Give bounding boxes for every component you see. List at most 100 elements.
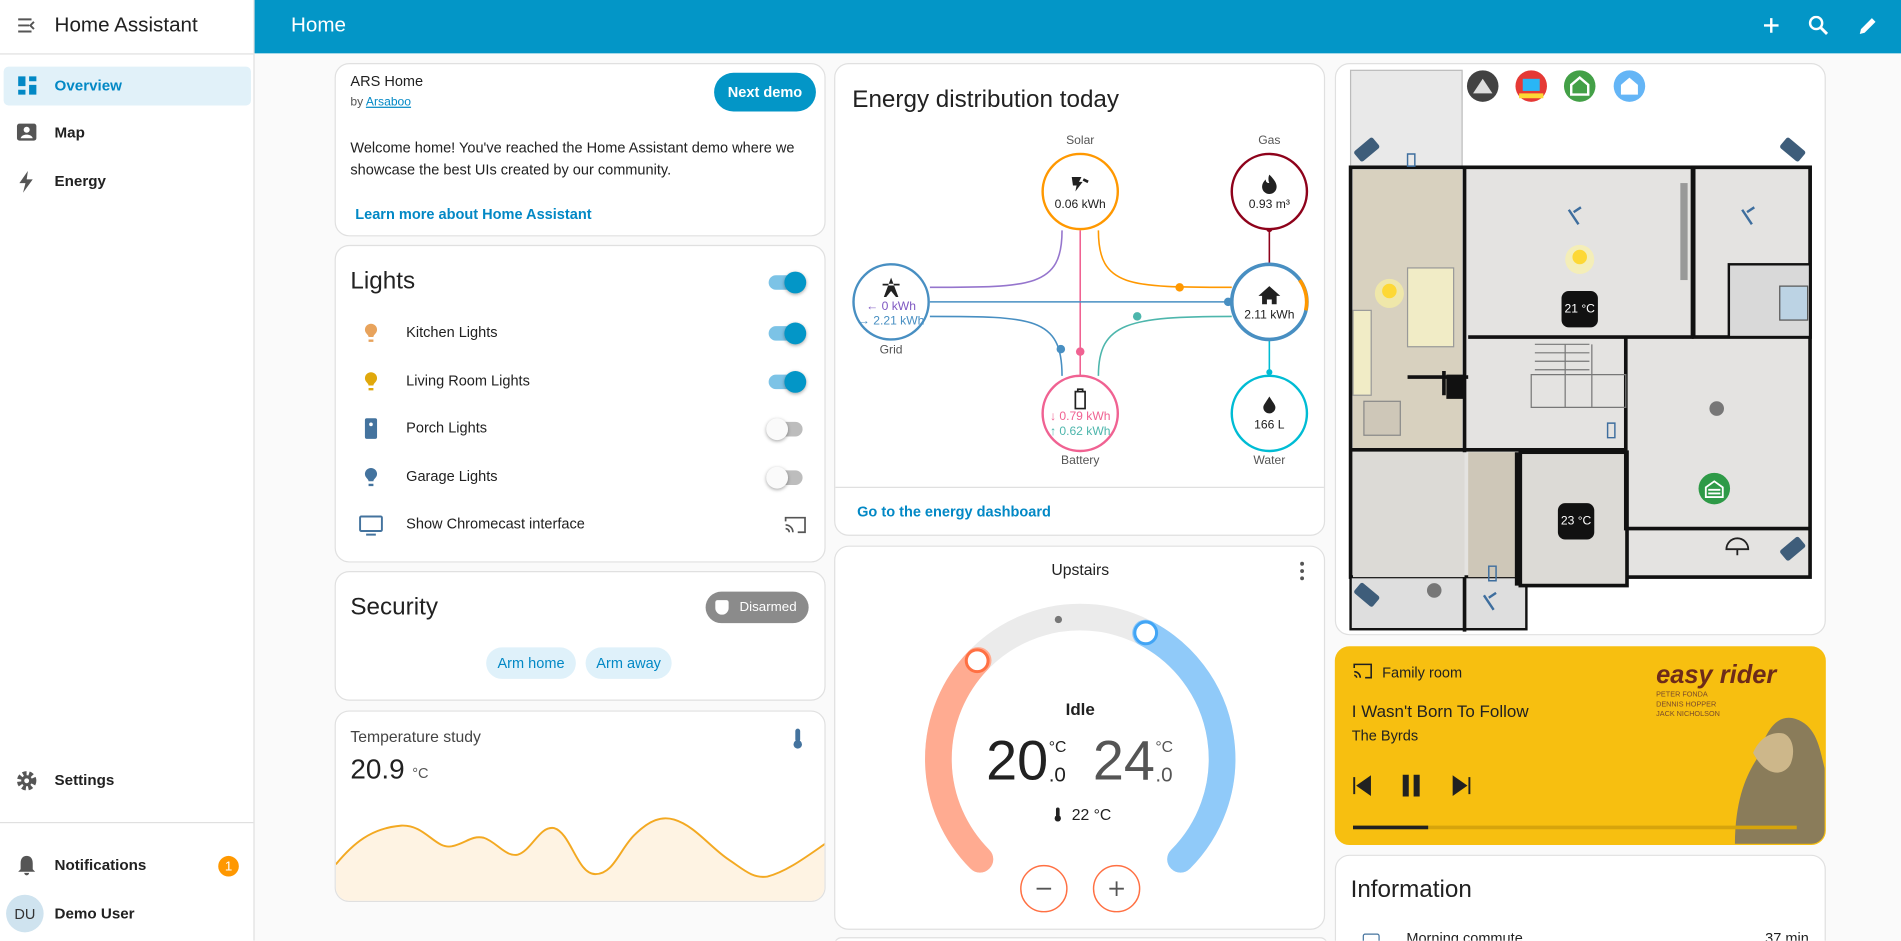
nav-item[interactable]: Notifications	[54, 856, 147, 874]
light[interactable]	[1382, 283, 1397, 299]
camera[interactable]	[1353, 137, 1380, 163]
ceiling-fan[interactable]	[1725, 537, 1750, 556]
dial-high-range	[1132, 619, 1236, 873]
user-name[interactable]: Demo User	[54, 905, 135, 923]
node-labels: Solar 0.06 kWh Gas 0.93 m³ Grid ← 0 kWh …	[858, 133, 1295, 467]
energy-flows	[929, 229, 1271, 376]
status-icon[interactable]	[1563, 70, 1596, 102]
next-demo-button[interactable]: Next demo	[714, 72, 816, 112]
alarm-state-badge[interactable]: Disarmed	[705, 591, 809, 624]
avatar[interactable]: DU	[6, 894, 44, 933]
add-button[interactable]	[1763, 18, 1779, 33]
progress-bar[interactable]	[1353, 825, 1429, 830]
camera[interactable]	[1779, 137, 1806, 163]
notification-badge: 1	[218, 855, 239, 877]
stair-lines	[1530, 343, 1627, 408]
menu-glyph	[18, 18, 35, 33]
page-title: Home	[290, 13, 346, 37]
camera[interactable]	[1779, 536, 1806, 562]
plus-glyph	[1109, 881, 1124, 896]
cast-glyph	[784, 516, 806, 534]
home-icon	[1258, 286, 1281, 305]
node-value: 0.93 m³	[1249, 197, 1290, 211]
flow-dot	[1056, 344, 1066, 354]
cast-button[interactable]	[783, 515, 807, 534]
flow-line	[929, 230, 1063, 289]
thermometer-icon	[795, 728, 801, 742]
floorplan: 21 °C 23 °C	[1348, 69, 1812, 632]
light-name: Living Room Lights	[406, 371, 530, 389]
light[interactable]	[1426, 583, 1442, 598]
stairs	[1530, 343, 1627, 408]
low-handle[interactable]	[964, 648, 990, 674]
learn-more-link[interactable]: Learn more about Home Assistant	[355, 205, 592, 223]
node-value: ↓ 0.79 kWh	[1050, 409, 1111, 423]
arm-button[interactable]: Arm away	[585, 647, 672, 679]
node-value: ← 0 kWh	[866, 299, 916, 313]
thermometer-icon	[1054, 815, 1061, 822]
high-handle[interactable]	[1133, 620, 1159, 646]
search-button[interactable]	[1808, 15, 1824, 31]
poster-figure	[1753, 733, 1794, 773]
room-temperature: 21 °C	[1565, 301, 1596, 315]
menu-icon[interactable]	[16, 15, 38, 37]
nav-item[interactable]: Energy	[54, 172, 106, 190]
media-card: easy rider PETER FONDA DENNIS HOPPER JAC…	[1334, 646, 1826, 846]
author-link[interactable]: Arsaboo	[365, 95, 412, 110]
sensor-unit: °C	[412, 764, 429, 782]
bulb-icon	[364, 372, 378, 391]
energy-diagram: Energy distribution today Solar 0.06 kWh…	[835, 86, 1324, 521]
nav-item[interactable]: Settings	[54, 771, 115, 789]
divider	[0, 821, 254, 824]
fixture	[1680, 183, 1688, 281]
temperature-card	[334, 710, 826, 903]
lights-card	[334, 244, 826, 563]
cast-icon	[1353, 663, 1372, 679]
menu-dot	[1300, 576, 1305, 581]
map-icon	[16, 123, 37, 141]
media-title: I Wasn't Born To Follow	[1351, 701, 1529, 721]
pause-button[interactable]	[1402, 774, 1420, 797]
battery-node[interactable]	[1041, 374, 1120, 453]
solar-node[interactable]	[1041, 152, 1120, 231]
hall	[1468, 452, 1517, 578]
status-glyph	[1522, 78, 1540, 91]
camera[interactable]	[1353, 582, 1380, 608]
room-temperature: 23 °C	[1561, 514, 1592, 528]
card-title: Lights	[350, 267, 416, 295]
more-menu[interactable]	[1300, 561, 1305, 581]
energy-glyph	[19, 170, 33, 193]
light-icons	[359, 323, 383, 536]
card-title: Information	[1350, 876, 1472, 904]
thermostat-tile[interactable]	[1557, 503, 1595, 540]
map-glyph	[20, 134, 33, 139]
battery-icon	[1074, 388, 1086, 410]
flow-line	[1097, 230, 1232, 289]
low-decimal: .0	[1049, 763, 1066, 786]
nav-item[interactable]: Overview	[54, 76, 122, 94]
edit-button[interactable]	[1859, 18, 1876, 34]
home-node[interactable]	[1229, 262, 1309, 342]
poster-fade	[1613, 647, 1687, 844]
energy-dashboard-link[interactable]: Go to the energy dashboard	[857, 505, 1051, 521]
nav-selected[interactable]	[3, 66, 251, 106]
app-header	[254, 0, 1901, 54]
garage-door[interactable]	[1698, 472, 1731, 505]
next-button[interactable]	[1452, 775, 1471, 796]
grid-node[interactable]	[852, 263, 930, 341]
thermostat-tile[interactable]	[1561, 290, 1598, 328]
arm-button[interactable]: Arm home	[486, 647, 576, 679]
node-label: Solar	[1066, 133, 1094, 147]
thermometer-icon	[1055, 807, 1060, 818]
status-glyph	[1620, 77, 1638, 95]
light[interactable]	[1572, 249, 1587, 265]
previous-button[interactable]	[1353, 775, 1371, 796]
card-title: Upstairs	[1051, 562, 1109, 579]
light[interactable]	[1709, 401, 1724, 416]
light-name: Show Chromecast interface	[406, 515, 585, 532]
entity-name: Morning commute	[1406, 929, 1523, 941]
toggle-knob	[766, 466, 789, 489]
card-title: Energy distribution today	[852, 86, 1120, 113]
nav-item[interactable]: Map	[54, 124, 85, 142]
unit: °C	[1049, 739, 1067, 756]
